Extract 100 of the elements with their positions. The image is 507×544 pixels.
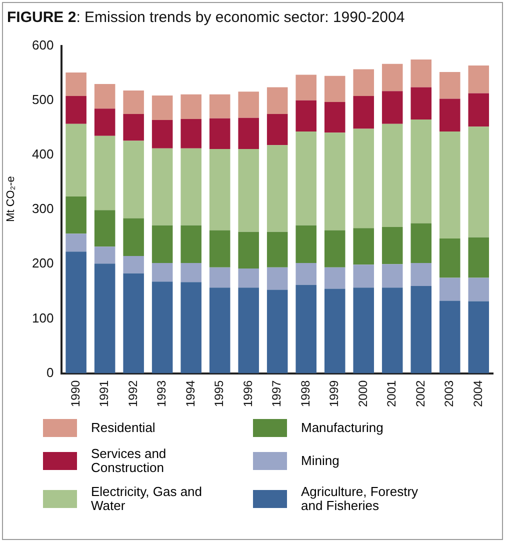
bar	[382, 227, 403, 264]
bar	[152, 225, 173, 264]
bar	[123, 114, 144, 141]
bar	[468, 278, 490, 302]
bar	[410, 119, 432, 224]
bar	[123, 140, 144, 218]
bar	[324, 267, 346, 289]
bar	[410, 263, 432, 286]
bar	[468, 93, 490, 127]
y-tick-label: 200	[32, 256, 54, 271]
bar	[439, 300, 460, 374]
bar	[180, 94, 202, 119]
bar	[94, 108, 116, 136]
bar	[353, 264, 374, 288]
bar	[324, 288, 346, 374]
legend-label: Services and Construction	[91, 446, 168, 475]
bar	[238, 92, 259, 118]
bar	[66, 234, 86, 252]
legend-label: Agriculture, Forestry and Fisheries	[301, 484, 420, 513]
bar	[382, 64, 403, 92]
bar	[66, 72, 86, 96]
chart-title: FIGURE 2: Emission trends by economic sector: 1990-2004	[7, 9, 405, 26]
bar	[468, 237, 490, 278]
bar	[266, 145, 288, 232]
bar	[439, 72, 460, 99]
bar	[468, 65, 490, 94]
bar	[382, 124, 403, 228]
y-tick-label: 500	[32, 92, 54, 107]
x-tick-label: 1992	[126, 380, 140, 408]
bar	[296, 284, 316, 374]
x-tick-label: 1991	[97, 380, 112, 408]
bar	[209, 118, 230, 149]
bar	[439, 278, 460, 301]
bar	[468, 301, 490, 374]
bar	[123, 256, 144, 274]
bar	[238, 268, 259, 288]
bar	[353, 288, 374, 374]
bar	[296, 100, 316, 132]
bar	[123, 90, 144, 114]
y-tick-label: 100	[32, 310, 54, 326]
x-tick-label: 1995	[212, 380, 226, 408]
bar	[209, 288, 230, 374]
bar	[180, 225, 202, 264]
y-tick-label: 300	[32, 201, 54, 216]
bar	[266, 87, 288, 114]
bar	[266, 267, 288, 290]
y-tick-label: 600	[32, 37, 54, 52]
bar	[410, 59, 432, 88]
x-tick-label: 2003	[442, 380, 456, 408]
bar	[66, 124, 86, 196]
bar	[238, 148, 259, 232]
bar	[324, 76, 346, 102]
bar	[209, 230, 230, 268]
bar	[66, 196, 86, 234]
bar	[209, 267, 230, 288]
bar	[238, 288, 259, 374]
bar	[123, 218, 144, 256]
bar	[238, 118, 259, 149]
bar	[266, 290, 288, 374]
bar	[266, 114, 288, 146]
bar	[353, 228, 374, 265]
x-tick-label: 1997	[270, 380, 284, 408]
legend-label: Electricity, Gas and Water	[91, 484, 204, 513]
bar	[439, 131, 460, 238]
x-tick-label: 2000	[356, 380, 370, 408]
x-tick-label: 1996	[240, 380, 255, 408]
x-tick-label: 2001	[384, 380, 399, 408]
legend-label: Residential	[91, 420, 156, 435]
legend-label: Manufacturing	[301, 420, 384, 435]
y-axis-title: Mt CO₂-e	[5, 175, 17, 224]
bar	[324, 132, 346, 230]
bar	[152, 95, 173, 120]
bar	[94, 210, 116, 247]
bar	[439, 98, 460, 132]
bar	[296, 74, 316, 100]
bar	[353, 128, 374, 228]
bar	[152, 282, 173, 374]
bar	[209, 94, 230, 118]
bar	[66, 252, 86, 374]
bar	[296, 225, 316, 264]
bar	[152, 120, 173, 148]
bar	[180, 148, 202, 226]
bar	[180, 118, 202, 148]
bar	[152, 263, 173, 282]
bar	[382, 91, 403, 124]
bar	[296, 131, 316, 226]
bar	[209, 148, 230, 230]
bar	[382, 288, 403, 374]
bar	[296, 263, 316, 285]
y-tick-label: 400	[32, 146, 54, 162]
x-tick-label: 1999	[327, 380, 342, 408]
bar	[468, 126, 490, 238]
x-tick-label: 1990	[68, 380, 82, 408]
bar	[324, 102, 346, 133]
bar	[439, 238, 460, 278]
bar	[180, 263, 202, 282]
bar	[324, 230, 346, 268]
bar	[94, 264, 116, 374]
bar	[66, 96, 86, 124]
bar	[410, 87, 432, 120]
